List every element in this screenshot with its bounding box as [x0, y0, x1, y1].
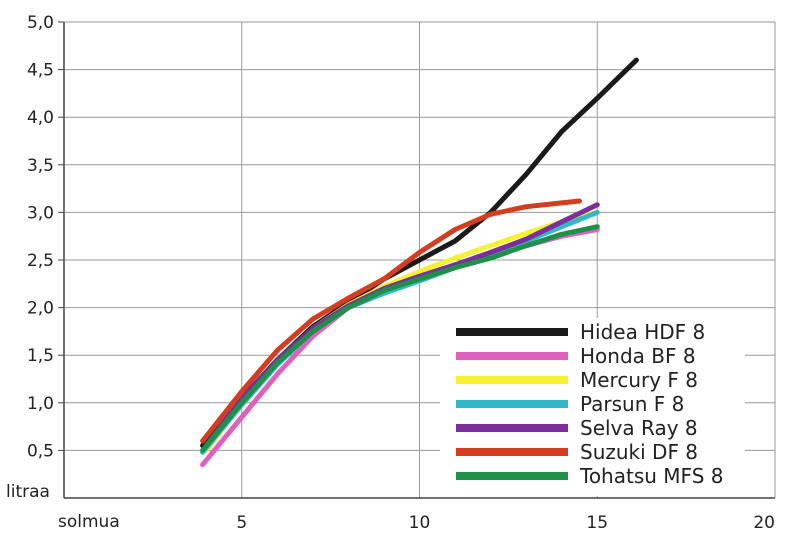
- x-tick-label: 20: [753, 513, 775, 533]
- series-line-suzuki-df-8: [200, 198, 582, 444]
- y-tick-labels: 0,5 1,0 1,5 2,0 2,5 3,0 3,5 4,0 4,5 5,0: [27, 13, 54, 461]
- x-tick-label: 5: [236, 513, 247, 533]
- y-tick-label: 2,0: [27, 299, 54, 319]
- legend-label-suzuki-df-8: Suzuki DF 8: [580, 440, 698, 464]
- x-tick-label: 15: [586, 513, 608, 533]
- y-tick-label: 3,0: [27, 203, 54, 223]
- y-tick-label: 1,0: [27, 394, 54, 414]
- legend-label-mercury-f-8: Mercury F 8: [580, 368, 698, 392]
- y-axis-label: litraa: [6, 482, 50, 502]
- legend-label-parsun-f-8: Parsun F 8: [580, 392, 684, 416]
- y-tick-label: 2,5: [27, 251, 54, 271]
- legend-label-selva-ray-8: Selva Ray 8: [580, 416, 698, 440]
- legend-label-tohatsu-mfs-8: Tohatsu MFS 8: [579, 464, 723, 488]
- x-tick-label: 10: [409, 513, 431, 533]
- y-tick-label: 1,5: [27, 346, 54, 366]
- y-tick-label: 0,5: [27, 441, 54, 461]
- series-lines: [200, 57, 639, 468]
- axes: [58, 21, 775, 499]
- y-tick-label: 4,0: [27, 108, 54, 128]
- y-tick-label: 4,5: [27, 61, 54, 81]
- y-tick-label: 5,0: [27, 13, 54, 33]
- legend-label-hidea-hdf-8: Hidea HDF 8: [580, 320, 705, 344]
- series-line-tohatsu-mfs-8: [200, 224, 600, 453]
- y-tick-label: 3,5: [27, 156, 54, 176]
- x-tick-labels: 5 10 15 20: [236, 513, 775, 533]
- x-axis-label: solmua: [58, 512, 120, 532]
- legend-label-honda-bf-8: Honda BF 8: [580, 344, 696, 368]
